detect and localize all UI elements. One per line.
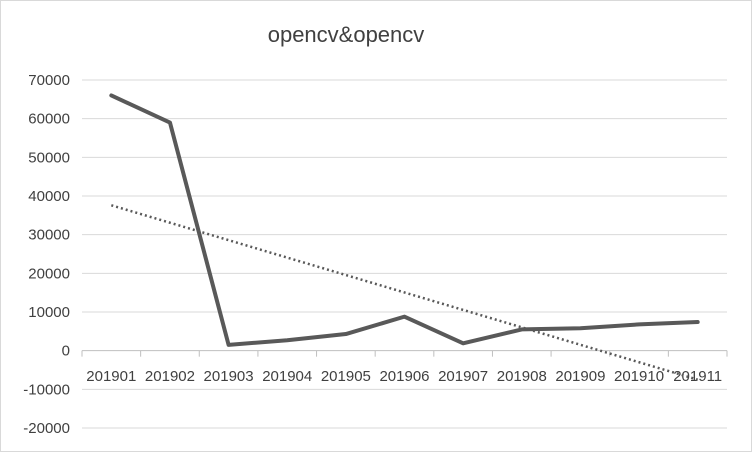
x-tick-label: 201905 xyxy=(321,368,371,385)
x-tick-label: 201903 xyxy=(204,368,254,385)
x-tick-label: 201904 xyxy=(262,368,312,385)
y-tick-label: 30000 xyxy=(28,227,70,244)
x-tick-label: 201902 xyxy=(145,368,195,385)
x-tick-label: 201907 xyxy=(438,368,488,385)
x-axis xyxy=(81,350,728,357)
trendline xyxy=(110,204,699,381)
y-tick-label: 40000 xyxy=(28,188,70,205)
y-axis-ticks: 70000 60000 50000 40000 30000 20000 10000 0 -100… xyxy=(23,72,70,437)
chart-title: opencv&opencv xyxy=(267,22,425,47)
x-tick-label: 201909 xyxy=(555,368,605,385)
gridlines xyxy=(82,79,727,429)
series-lines xyxy=(109,93,700,381)
y-tick-label: 70000 xyxy=(28,72,70,89)
y-tick-label: 50000 xyxy=(28,149,70,166)
y-tick-label: -10000 xyxy=(23,381,70,398)
x-tick-label: 201908 xyxy=(497,368,547,385)
x-tick-label: 201911 xyxy=(673,368,722,385)
y-tick-label: 0 xyxy=(62,343,70,360)
y-tick-label: 20000 xyxy=(28,265,70,282)
x-tick-label: 201906 xyxy=(379,368,429,385)
y-tick-label: -20000 xyxy=(23,420,70,437)
x-axis-ticks: 201901 201902 201903 201904 201905 201906 2019… xyxy=(86,368,722,385)
x-tick-label: 201901 xyxy=(86,368,136,385)
y-tick-label: 60000 xyxy=(28,111,70,128)
x-tick-label: 201910 xyxy=(614,368,664,385)
series-line xyxy=(109,93,700,347)
y-tick-label: 10000 xyxy=(28,304,70,321)
